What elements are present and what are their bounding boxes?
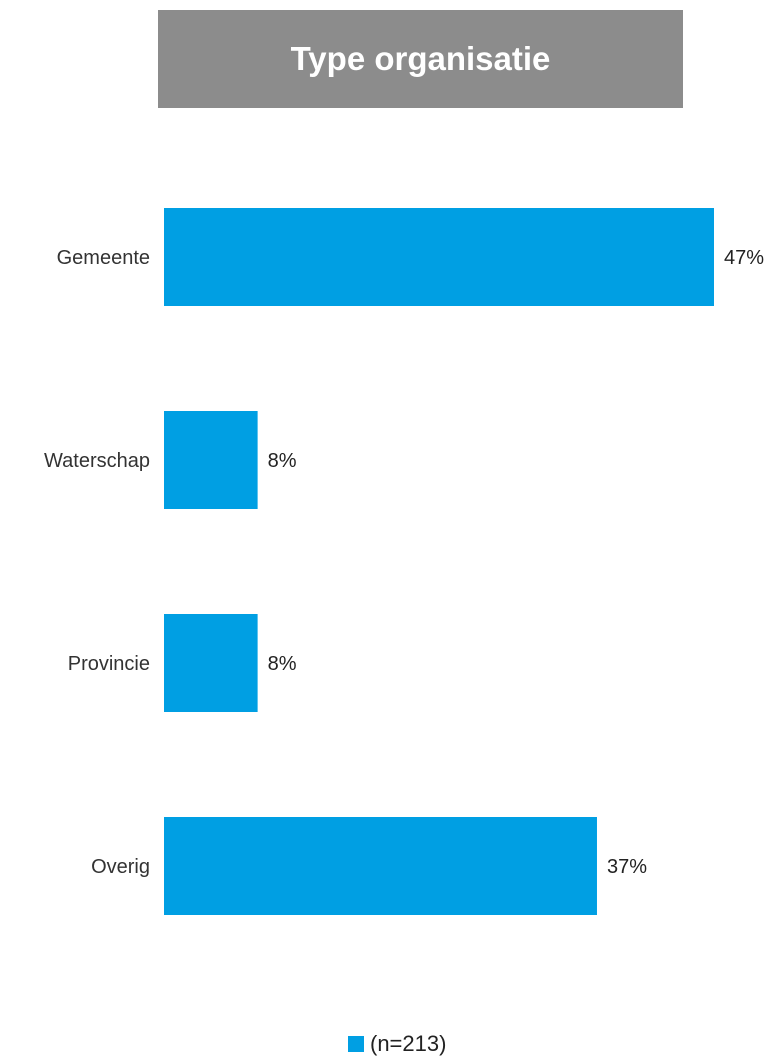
data-label-gemeente: 47%	[724, 247, 764, 269]
category-label-gemeente: Gemeente	[57, 247, 150, 269]
category-label-waterschap: Waterschap	[44, 450, 150, 472]
bar-chart: Gemeente 47% Waterschap 8% Provincie 8% Overig…	[44, 208, 764, 915]
bar-waterschap	[164, 411, 258, 509]
category-label-overig: Overig	[91, 856, 150, 878]
legend: (n=213)	[348, 1031, 446, 1057]
chart-title-box: Type organisatie	[158, 10, 683, 108]
chart-title: Type organisatie	[290, 40, 551, 77]
bar-provincie	[164, 614, 258, 712]
data-label-waterschap: 8%	[268, 450, 297, 472]
legend-swatch	[348, 1036, 364, 1052]
data-label-overig: 37%	[607, 856, 647, 878]
bar-overig	[164, 817, 597, 915]
data-label-provincie: 8%	[268, 653, 297, 675]
bar-gemeente	[164, 208, 714, 306]
category-label-provincie: Provincie	[68, 653, 150, 675]
legend-label: (n=213)	[370, 1031, 447, 1056]
